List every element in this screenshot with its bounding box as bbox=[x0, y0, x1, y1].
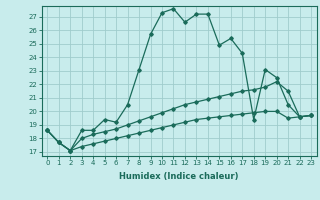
X-axis label: Humidex (Indice chaleur): Humidex (Indice chaleur) bbox=[119, 172, 239, 181]
